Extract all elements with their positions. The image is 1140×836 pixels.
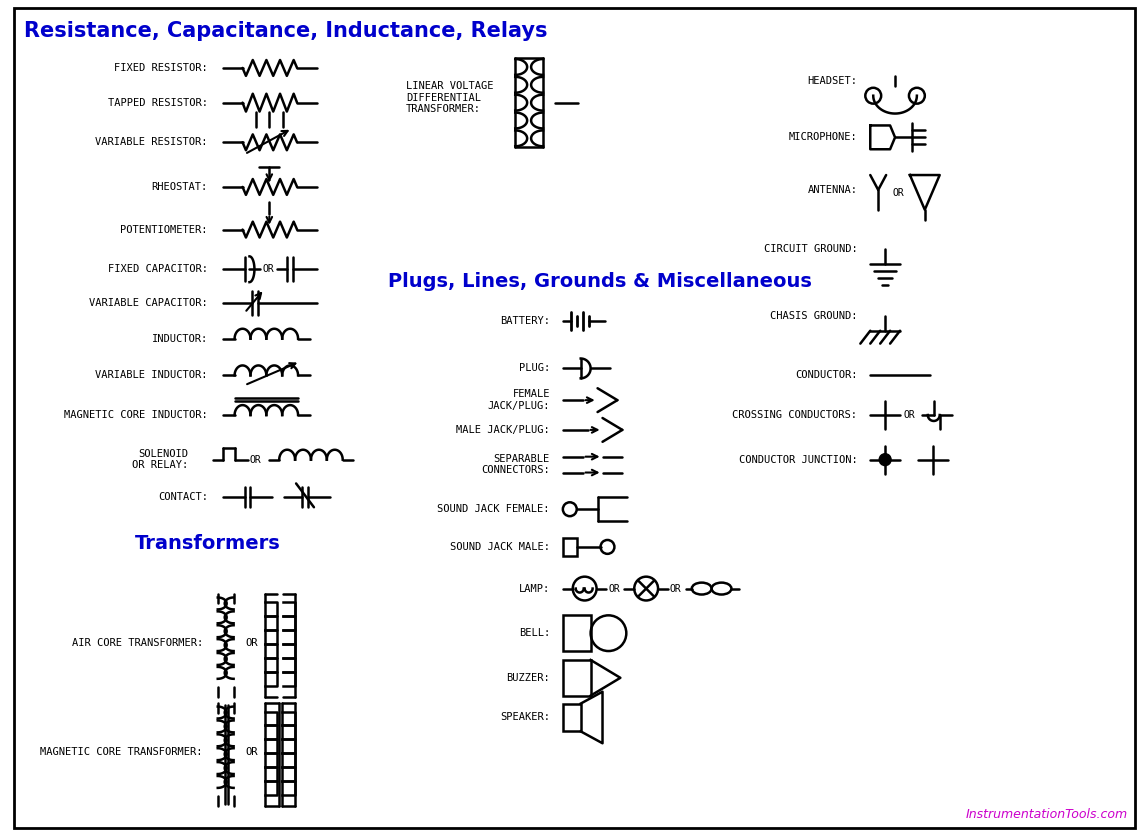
Text: CONDUCTOR JUNCTION:: CONDUCTOR JUNCTION: [739, 455, 857, 465]
Text: OR: OR [245, 638, 258, 648]
Text: OR: OR [670, 584, 682, 594]
Text: OR: OR [250, 455, 261, 465]
Text: HEADSET:: HEADSET: [807, 76, 857, 86]
Text: LINEAR VOLTAGE
DIFFERENTIAL
TRANSFORMER:: LINEAR VOLTAGE DIFFERENTIAL TRANSFORMER: [406, 81, 494, 115]
Circle shape [879, 454, 891, 466]
Text: SOUND JACK FEMALE:: SOUND JACK FEMALE: [438, 504, 549, 514]
Text: SEPARABLE
CONNECTORS:: SEPARABLE CONNECTORS: [481, 454, 549, 476]
Text: VARIABLE CAPACITOR:: VARIABLE CAPACITOR: [89, 298, 207, 308]
Text: SPEAKER:: SPEAKER: [500, 712, 549, 722]
Bar [563, 704, 580, 732]
Text: ANTENNA:: ANTENNA: [807, 185, 857, 195]
Text: CONDUCTOR:: CONDUCTOR: [795, 370, 857, 380]
Text: FEMALE
JACK/PLUG:: FEMALE JACK/PLUG: [488, 390, 549, 411]
Text: MICROPHONE:: MICROPHONE: [789, 132, 857, 142]
Text: Resistance, Capacitance, Inductance, Relays: Resistance, Capacitance, Inductance, Rel… [24, 21, 548, 41]
Text: CIRCUIT GROUND:: CIRCUIT GROUND: [764, 244, 857, 254]
Text: PLUG:: PLUG: [519, 364, 549, 374]
Text: CONTACT:: CONTACT: [157, 492, 207, 502]
Bar [563, 660, 591, 696]
Text: InstrumentationTools.com: InstrumentationTools.com [966, 808, 1129, 821]
Text: OR: OR [245, 747, 258, 757]
Text: OR: OR [262, 264, 274, 274]
Text: Plugs, Lines, Grounds & Miscellaneous: Plugs, Lines, Grounds & Miscellaneous [388, 272, 812, 291]
Text: INDUCTOR:: INDUCTOR: [152, 334, 207, 344]
Text: VARIABLE RESISTOR:: VARIABLE RESISTOR: [96, 137, 207, 147]
Text: CROSSING CONDUCTORS:: CROSSING CONDUCTORS: [732, 410, 857, 420]
Text: BELL:: BELL: [519, 628, 549, 638]
Text: SOUND JACK MALE:: SOUND JACK MALE: [450, 542, 549, 552]
Text: BUZZER:: BUZZER: [506, 673, 549, 683]
Text: BATTERY:: BATTERY: [500, 316, 549, 326]
Text: VARIABLE INDUCTOR:: VARIABLE INDUCTOR: [96, 370, 207, 380]
Text: OR: OR [609, 584, 620, 594]
Text: RHEOSTAT:: RHEOSTAT: [152, 182, 207, 192]
Text: POTENTIOMETER:: POTENTIOMETER: [121, 225, 207, 235]
Text: LAMP:: LAMP: [519, 584, 549, 594]
Text: MAGNETIC CORE INDUCTOR:: MAGNETIC CORE INDUCTOR: [64, 410, 207, 420]
Text: TAPPED RESISTOR:: TAPPED RESISTOR: [108, 98, 207, 108]
Text: OR: OR [893, 188, 904, 198]
Bar [563, 538, 577, 556]
Text: OR: OR [904, 410, 915, 420]
Text: MAGNETIC CORE TRANSFORMER:: MAGNETIC CORE TRANSFORMER: [40, 747, 203, 757]
Text: CHASIS GROUND:: CHASIS GROUND: [770, 311, 857, 321]
Bar [563, 615, 591, 651]
Text: FIXED RESISTOR:: FIXED RESISTOR: [114, 63, 207, 73]
Text: MALE JACK/PLUG:: MALE JACK/PLUG: [456, 425, 549, 435]
Text: Transformers: Transformers [135, 534, 280, 553]
Text: AIR CORE TRANSFORMER:: AIR CORE TRANSFORMER: [72, 638, 203, 648]
Text: FIXED CAPACITOR:: FIXED CAPACITOR: [108, 264, 207, 274]
Text: SOLENOID
OR RELAY:: SOLENOID OR RELAY: [132, 449, 188, 471]
